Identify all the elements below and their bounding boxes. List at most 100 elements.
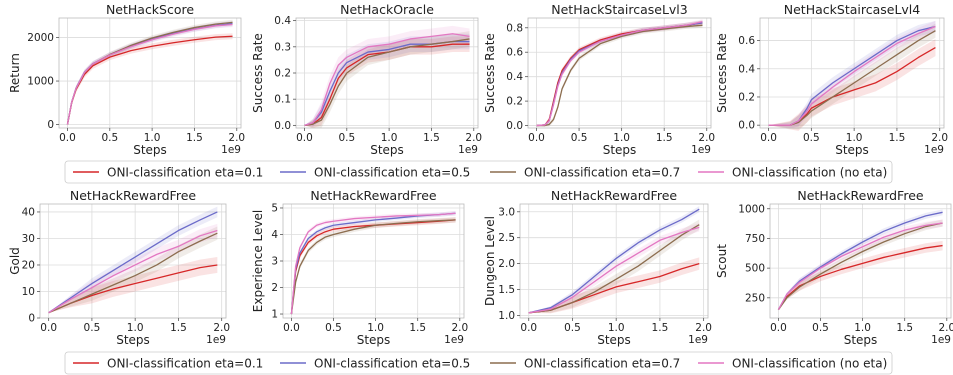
series-line-4 — [48, 229, 218, 314]
chart-panel-4: 0.0 0.5 1.0 1.5 2.0 0.0 0.2 0.4 0.6 1e9 NetHackSta… — [715, 2, 948, 157]
legend-entry: ONI-classification eta=0.1 — [107, 357, 263, 371]
y-axis-label: Success Rate — [251, 33, 265, 113]
x-tick-label: 0.5 — [803, 132, 820, 144]
plot-frame — [58, 17, 242, 129]
y-axis-label: Experience Level — [251, 210, 265, 312]
y-tick-label: 0.0 — [738, 120, 755, 132]
chart-panel-6: 0.0 0.5 1.0 1.5 2.0 1 2 3 4 5 1e9 NetHackRewardFree… — [251, 188, 468, 347]
series-line-3 — [528, 224, 700, 314]
chart-panel-7: 0.0 0.5 1.0 1.5 2.0 1.0 1.5 2.0 2.5 3.0 1e9 NetHack… — [483, 188, 712, 347]
chart-title: NetHackRewardFree — [551, 188, 677, 203]
series-line-4 — [66, 23, 233, 125]
chart-title: NetHackStaircaseLvl4 — [784, 2, 921, 17]
y-axis-label: Scout — [715, 244, 729, 278]
series-line-3 — [290, 219, 456, 315]
series-line-4 — [304, 33, 470, 127]
chart-title: NetHackRewardFree — [310, 188, 436, 203]
x-tick-label: 2.0 — [938, 322, 953, 334]
legend-entry: ONI-classification (no eta) — [732, 357, 887, 371]
chart-title: NetHackScore — [106, 2, 194, 17]
x-tick-label: 2.0 — [228, 132, 245, 144]
series-line-2 — [48, 211, 218, 314]
series-band-4 — [67, 21, 233, 125]
series-line-4 — [768, 25, 936, 126]
y-tick-label: 2.0 — [498, 258, 515, 270]
y-tick-label: 1.5 — [498, 284, 515, 296]
x-tick-label: 1.0 — [144, 132, 161, 144]
series-band-1 — [528, 257, 700, 314]
x-tick-label: 2.0 — [698, 132, 715, 144]
x-tick-label: 1.5 — [186, 132, 203, 144]
series-band-2 — [304, 33, 470, 127]
x-tick-label: 1.0 — [127, 322, 144, 334]
y-axis-label: Gold — [8, 247, 22, 275]
y-tick-label: 0.2 — [506, 96, 523, 108]
y-tick-label: 0.6 — [738, 35, 755, 47]
x-tick-label: 0.0 — [520, 322, 537, 334]
legend-frame — [64, 160, 893, 184]
x-axis-label: Steps — [116, 333, 150, 347]
x-tick-label: 1.5 — [656, 132, 673, 144]
y-tick-label: 2000 — [27, 32, 54, 44]
plot-frame — [39, 203, 227, 319]
x-tick-label: 1.5 — [652, 322, 669, 334]
y-axis-label: Success Rate — [483, 33, 497, 113]
series-band-3 — [768, 23, 936, 130]
chart-panel-3: 0.0 0.5 1.0 1.5 2.0 0.0 0.2 0.4 0.6 0.8 1e9 NetHack… — [483, 2, 715, 157]
x-exponent-label: 1e9 — [924, 144, 944, 156]
series-line-1 — [777, 244, 943, 311]
legend-entry: ONI-classification eta=0.5 — [314, 357, 470, 371]
y-tick-label: 4 — [271, 229, 278, 241]
x-tick-label: 1.5 — [423, 132, 440, 144]
y-tick-label: 30 — [22, 233, 35, 245]
x-axis-label: Steps — [844, 333, 878, 347]
x-tick-label: 0.0 — [59, 132, 76, 144]
y-tick-label: 250 — [745, 292, 765, 304]
x-tick-label: 0.0 — [283, 322, 300, 334]
x-axis-label: Steps — [357, 333, 391, 347]
x-exponent-label: 1e9 — [458, 144, 478, 156]
x-tick-label: 1.5 — [896, 322, 913, 334]
x-tick-label: 0.5 — [101, 132, 118, 144]
chart-panel-5: 0.0 0.5 1.0 1.5 2.0 0 10 20 30 40 1e9 NetHackReward… — [8, 188, 230, 347]
chart-panel-1: 0.0 0.5 1.0 1.5 2.0 0 1000 2000 1e9 NetHackScore S… — [8, 2, 245, 157]
x-tick-label: 1.0 — [854, 322, 871, 334]
series-band-3 — [536, 22, 703, 127]
legend-2: ONI-classification eta=0.1 ONI-classifica… — [64, 351, 893, 375]
plot-frame — [769, 203, 952, 319]
x-tick-label: 0.0 — [296, 132, 313, 144]
x-axis-label: Steps — [835, 143, 869, 157]
y-axis-label: Success Rate — [715, 33, 729, 113]
x-tick-label: 0.5 — [325, 322, 342, 334]
legend-1: ONI-classification eta=0.1 ONI-classifica… — [64, 160, 893, 184]
series-band-3 — [778, 219, 943, 310]
series-band-2 — [67, 21, 233, 125]
y-tick-label: 0.1 — [274, 94, 291, 106]
series-line-3 — [304, 38, 470, 127]
x-tick-label: 0.5 — [84, 322, 101, 334]
series-band-4 — [48, 223, 218, 313]
series-line-4 — [777, 222, 943, 310]
x-tick-label: 2.0 — [451, 322, 468, 334]
x-tick-label: 1.5 — [889, 132, 906, 144]
series-line-4 — [536, 21, 703, 127]
series-band-4 — [778, 219, 943, 310]
y-tick-label: 40 — [22, 206, 35, 218]
plot-frame — [527, 17, 712, 129]
y-tick-label: 1.0 — [498, 310, 515, 322]
x-exponent-label: 1e9 — [931, 334, 951, 346]
y-tick-label: 750 — [745, 233, 765, 245]
series-line-4 — [290, 212, 456, 315]
chart-title: NetHackRewardFree — [797, 188, 923, 203]
y-tick-label: 1000 — [738, 203, 765, 215]
series-line-2 — [528, 208, 700, 314]
x-exponent-label: 1e9 — [206, 334, 226, 346]
plot-frame — [759, 17, 945, 129]
series-band-1 — [304, 36, 470, 129]
y-tick-label: 0.2 — [274, 68, 291, 80]
y-tick-label: 0.4 — [738, 63, 755, 75]
legend-entry: ONI-classification (no eta) — [732, 166, 887, 180]
series-line-3 — [768, 30, 936, 126]
legend-entry: ONI-classification eta=0.5 — [314, 166, 470, 180]
y-tick-label: 0.8 — [506, 22, 523, 34]
